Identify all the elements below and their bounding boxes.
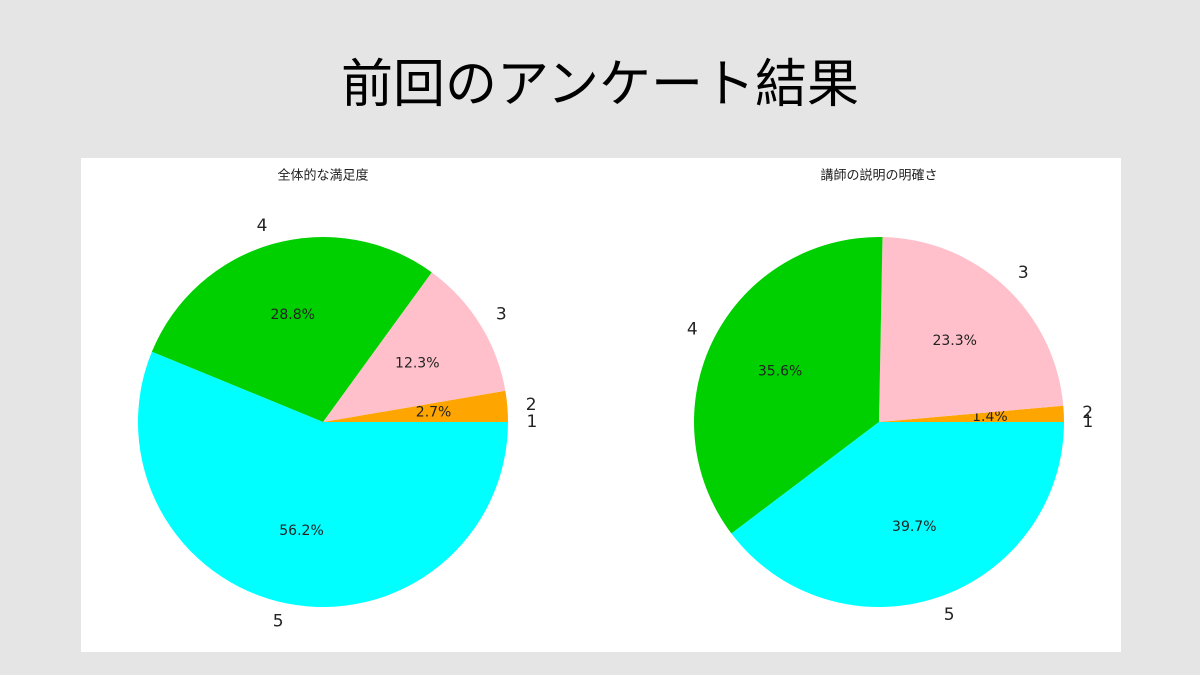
value-label: 1.4% (972, 409, 1008, 425)
pie-slice (731, 422, 1064, 608)
category-label: 2 (526, 395, 537, 415)
value-label: 56.2% (279, 523, 323, 539)
pie-slice (323, 272, 506, 422)
category-label: 3 (1018, 263, 1029, 283)
slide-title: 前回のアンケート結果 (341, 55, 859, 115)
value-label: 12.3% (395, 355, 439, 371)
category-label: 5 (273, 612, 284, 632)
category-label: 1 (527, 412, 538, 432)
pie-slice (879, 405, 1064, 422)
category-label: 4 (687, 320, 698, 340)
pie-slice (694, 237, 883, 534)
chart-title: 全体的な満足度 (277, 168, 368, 184)
value-label: 23.3% (932, 333, 976, 349)
category-label: 5 (944, 605, 955, 625)
value-label: 39.7% (892, 519, 936, 535)
category-label: 1 (1083, 412, 1094, 432)
chart-title: 講師の説明の明確さ (820, 168, 937, 184)
category-label: 3 (496, 305, 507, 325)
category-label: 4 (257, 216, 268, 236)
value-label: 2.7% (416, 405, 452, 421)
value-label: 28.8% (270, 307, 314, 323)
pie-slice (151, 237, 432, 422)
pie-slice (323, 390, 508, 422)
category-label: 2 (1082, 403, 1093, 423)
pie-slice (138, 351, 509, 607)
pie-slice (879, 237, 1064, 422)
value-label: 35.6% (758, 364, 802, 380)
